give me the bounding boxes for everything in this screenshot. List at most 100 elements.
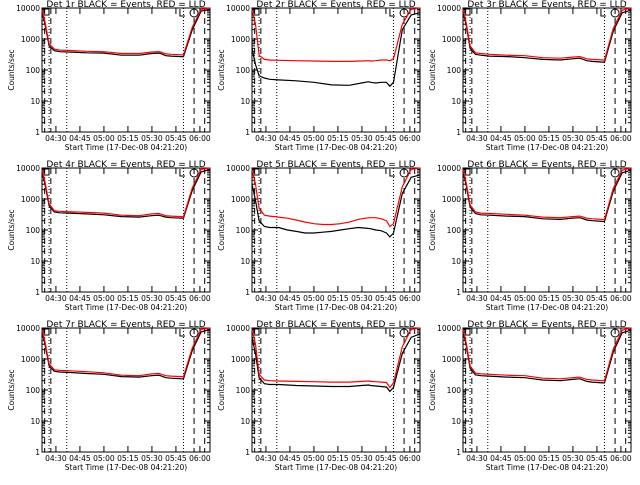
x-tick-label-7-3: 05:15 <box>117 454 139 463</box>
y-tick-label-5-2: 100 <box>236 226 251 235</box>
x-tick-label-8-5: 05:45 <box>375 454 397 463</box>
x-tick-label-8-6: 06:00 <box>399 454 421 463</box>
x-tick-label-6-4: 05:30 <box>562 294 584 303</box>
y-axis-label-9: Counts/sec <box>428 369 437 410</box>
series-line-lld-2 <box>251 7 421 63</box>
end-marker-9 <box>600 329 606 337</box>
chart-title-9: Det 9r BLACK = Events, RED = LLD <box>467 320 626 330</box>
x-axis-label-1: Start Time (17-Dec-08 04:21:20) <box>65 143 187 152</box>
y-axis-label-6: Counts/sec <box>428 209 437 250</box>
x-tick-label-5-6: 06:00 <box>399 294 421 303</box>
y-tick-label-7-3: 1000 <box>21 355 40 364</box>
y-tick-label-9-4: 10000 <box>437 324 461 333</box>
y-tick-label-4-4: 10000 <box>16 164 40 173</box>
x-tick-label-9-0: 04:30 <box>466 454 488 463</box>
x-tick-label-6-2: 05:00 <box>514 294 536 303</box>
x-tick-label-9-1: 04:45 <box>490 454 512 463</box>
y-tick-label-4-0: 1 <box>35 288 40 297</box>
series-line-events-4 <box>41 168 211 219</box>
x-tick-label-2-0: 04:30 <box>255 134 277 143</box>
y-tick-label-8-4: 10000 <box>226 324 250 333</box>
y-tick-label-2-3: 1000 <box>231 35 250 44</box>
saa-marker-6 <box>610 168 620 178</box>
y-axis-label-4: Counts/sec <box>7 209 16 250</box>
x-tick-label-3-5: 05:45 <box>586 134 608 143</box>
y-tick-label-5-0: 1 <box>245 288 250 297</box>
x-tick-label-5-0: 04:30 <box>255 294 277 303</box>
x-tick-label-4-0: 04:30 <box>45 294 67 303</box>
x-tick-label-2-5: 05:45 <box>375 134 397 143</box>
end-marker-1 <box>179 9 185 17</box>
x-tick-label-7-6: 06:00 <box>189 454 211 463</box>
y-tick-label-2-2: 100 <box>236 66 251 75</box>
x-axis-label-5: Start Time (17-Dec-08 04:21:20) <box>275 303 397 312</box>
chart-title-1: Det 1r BLACK = Events, RED = LLD <box>46 0 205 10</box>
x-tick-label-7-0: 04:30 <box>45 454 67 463</box>
x-tick-label-9-6: 06:00 <box>610 454 632 463</box>
saa-marker-7 <box>189 328 199 338</box>
x-tick-label-3-1: 04:45 <box>490 134 512 143</box>
y-tick-label-6-3: 1000 <box>442 195 461 204</box>
end-marker-3 <box>600 9 606 17</box>
y-tick-label-3-3: 1000 <box>442 35 461 44</box>
series-line-events-6 <box>462 169 632 222</box>
saa-marker-1 <box>189 8 199 18</box>
x-tick-label-6-5: 05:45 <box>586 294 608 303</box>
chart-title-2: Det 2r BLACK = Events, RED = LLD <box>256 0 415 10</box>
series-line-events-9 <box>462 329 632 384</box>
y-tick-label-8-2: 100 <box>236 386 251 395</box>
chart-title-5: Det 5r BLACK = Events, RED = LLD <box>256 160 415 170</box>
end-marker-6 <box>600 169 606 177</box>
y-tick-label-1-4: 10000 <box>16 4 40 13</box>
y-tick-label-8-1: 10 <box>240 417 250 426</box>
y-tick-label-8-0: 1 <box>245 448 250 457</box>
x-tick-label-9-4: 05:30 <box>562 454 584 463</box>
series-line-events-8 <box>251 333 421 393</box>
y-tick-label-6-2: 100 <box>447 226 462 235</box>
x-tick-label-7-2: 05:00 <box>93 454 115 463</box>
series-line-lld-7 <box>41 327 211 378</box>
x-axis-label-3: Start Time (17-Dec-08 04:21:20) <box>486 143 608 152</box>
x-tick-label-3-2: 05:00 <box>514 134 536 143</box>
y-tick-label-6-4: 10000 <box>437 164 461 173</box>
x-axis-label-4: Start Time (17-Dec-08 04:21:20) <box>65 303 187 312</box>
y-tick-label-4-1: 10 <box>30 257 40 266</box>
x-tick-label-5-4: 05:30 <box>351 294 373 303</box>
y-tick-label-5-4: 10000 <box>226 164 250 173</box>
x-tick-label-1-6: 06:00 <box>189 134 211 143</box>
series-line-events-3 <box>462 9 632 63</box>
x-tick-label-8-1: 04:45 <box>279 454 301 463</box>
series-line-events-7 <box>41 328 211 380</box>
y-tick-label-9-0: 1 <box>456 448 461 457</box>
y-tick-label-9-1: 10 <box>451 417 461 426</box>
end-marker-5 <box>389 169 395 177</box>
y-tick-label-9-3: 1000 <box>442 355 461 364</box>
y-tick-label-3-4: 10000 <box>437 4 461 13</box>
series-line-events-2 <box>251 12 421 88</box>
x-tick-label-2-4: 05:30 <box>351 134 373 143</box>
y-tick-label-7-4: 10000 <box>16 324 40 333</box>
y-axis-label-2: Counts/sec <box>217 49 226 90</box>
y-axis-label-5: Counts/sec <box>217 209 226 250</box>
x-tick-label-5-5: 05:45 <box>375 294 397 303</box>
chart-title-4: Det 4r BLACK = Events, RED = LLD <box>46 160 205 170</box>
x-tick-label-7-5: 05:45 <box>165 454 187 463</box>
series-line-lld-5 <box>251 167 421 228</box>
x-axis-label-6: Start Time (17-Dec-08 04:21:20) <box>486 303 608 312</box>
x-tick-label-8-4: 05:30 <box>351 454 373 463</box>
x-tick-label-2-2: 05:00 <box>303 134 325 143</box>
x-tick-label-8-0: 04:30 <box>255 454 277 463</box>
saa-marker-2 <box>399 8 409 18</box>
series-line-lld-1 <box>41 7 211 56</box>
series-line-lld-3 <box>462 7 632 61</box>
chart-title-8: Det 8r BLACK = Events, RED = LLD <box>256 320 415 330</box>
x-tick-label-1-1: 04:45 <box>69 134 91 143</box>
x-tick-label-6-0: 04:30 <box>466 294 488 303</box>
saa-marker-5 <box>399 168 409 178</box>
series-line-events-5 <box>251 174 421 238</box>
x-tick-label-2-1: 04:45 <box>279 134 301 143</box>
y-tick-label-5-3: 1000 <box>231 195 250 204</box>
y-axis-label-3: Counts/sec <box>428 49 437 90</box>
x-tick-label-4-4: 05:30 <box>141 294 163 303</box>
